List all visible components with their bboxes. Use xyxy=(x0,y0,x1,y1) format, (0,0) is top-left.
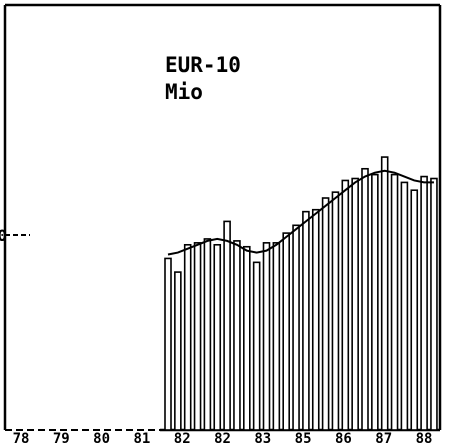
bar xyxy=(321,197,330,431)
x-tick-label: 82 xyxy=(174,431,191,446)
bar xyxy=(430,177,438,431)
bar xyxy=(371,173,379,431)
x-tick-label: 87 xyxy=(375,431,392,446)
bar xyxy=(380,156,389,431)
bar xyxy=(302,210,310,431)
bar xyxy=(223,220,231,431)
bar xyxy=(420,175,428,431)
x-tick-label: 82 xyxy=(214,431,231,446)
bar xyxy=(174,271,182,431)
bar xyxy=(410,189,419,431)
bar xyxy=(351,177,359,431)
x-tick-label: 79 xyxy=(53,431,70,446)
bar xyxy=(292,224,300,431)
bar xyxy=(331,191,340,431)
y-tick-label: 100 xyxy=(0,226,7,245)
bar xyxy=(311,208,320,431)
bar xyxy=(233,240,241,431)
x-tick-label: 81 xyxy=(133,431,150,446)
unit-label: Mio xyxy=(165,80,203,104)
x-tick-label: 80 xyxy=(93,431,110,446)
bar xyxy=(341,179,350,431)
bar xyxy=(203,238,212,431)
x-tick-label: 85 xyxy=(295,431,312,446)
x-tick-label: 88 xyxy=(416,431,433,446)
bar xyxy=(213,243,222,431)
bar xyxy=(272,242,281,431)
bar xyxy=(282,232,291,431)
unit-label: EUR-10 xyxy=(165,53,241,77)
bar xyxy=(193,242,202,431)
x-tick-label: 83 xyxy=(254,431,271,446)
x-tick-label: 86 xyxy=(335,431,352,446)
bar xyxy=(361,167,369,431)
bar xyxy=(390,173,399,431)
bar xyxy=(252,261,261,431)
trend-line xyxy=(167,169,434,256)
bar xyxy=(183,243,192,431)
bar xyxy=(243,245,251,431)
bar xyxy=(262,242,271,431)
bar xyxy=(164,257,172,431)
x-tick-label: 78 xyxy=(13,431,30,446)
bar xyxy=(400,181,409,431)
